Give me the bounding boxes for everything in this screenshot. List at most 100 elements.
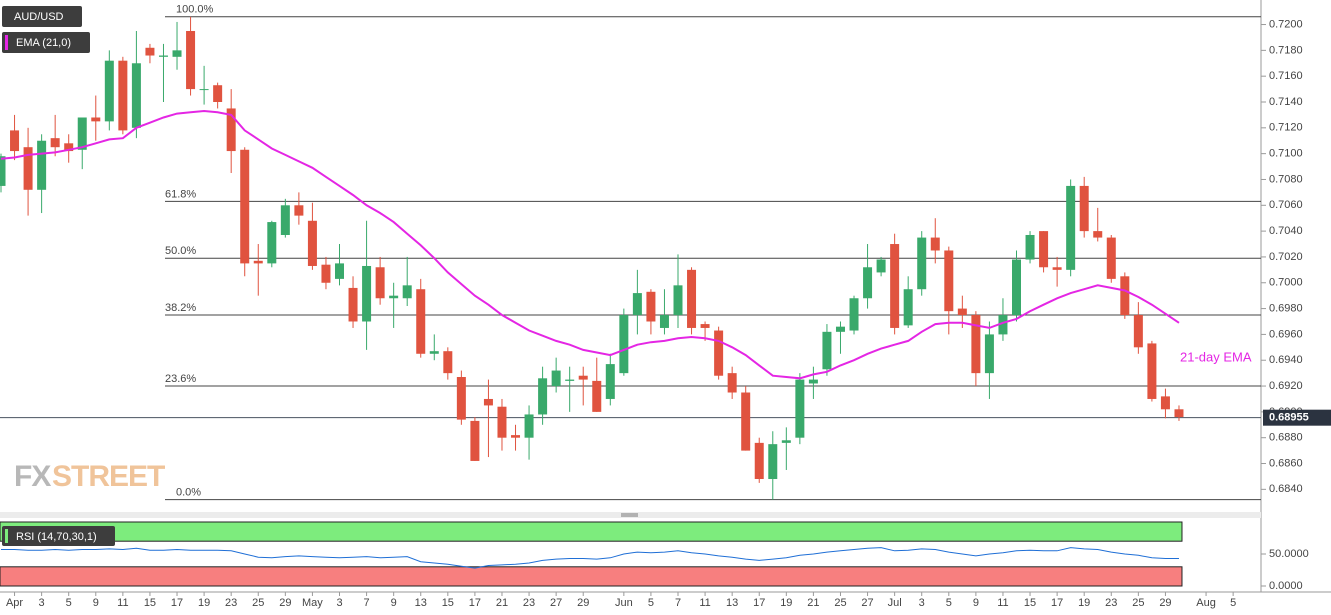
y-tick-label: 0.7140	[1269, 96, 1303, 108]
candle-body	[145, 47, 155, 56]
fib-label: 0.0%	[176, 487, 201, 499]
candle-body	[294, 205, 304, 216]
x-tick-label: 19	[780, 597, 792, 609]
panel-separator[interactable]	[0, 512, 1261, 518]
y-tick-label: 0.6920	[1269, 380, 1303, 392]
x-tick-label: Apr	[6, 597, 23, 609]
candle-body	[754, 442, 764, 480]
y-tick-label: 0.7020	[1269, 251, 1303, 263]
symbol-box-bg	[2, 6, 82, 27]
candle-body	[443, 351, 453, 374]
candle-body	[808, 379, 818, 384]
candle-body	[1052, 267, 1062, 270]
fib-label: 50.0%	[165, 245, 196, 257]
x-tick-label: 23	[523, 597, 535, 609]
candle-body	[768, 444, 778, 480]
x-tick-label: 27	[861, 597, 873, 609]
candle-body	[91, 117, 101, 122]
candle-body	[1106, 237, 1116, 279]
candle-body	[849, 298, 859, 331]
candle-body	[1093, 231, 1103, 238]
candle-body	[700, 324, 710, 328]
ema-annotation: 21-day EMA	[1180, 349, 1252, 364]
candle-body	[592, 380, 602, 412]
x-tick-label: 29	[1159, 597, 1171, 609]
plot-layer: Apr 3 5 9 11 15 17 19 23 25 29 May 3 7 9 13 15 17 21 23 27 29…	[0, 4, 1331, 609]
fib-label: 23.6%	[165, 373, 196, 385]
candle-body	[984, 334, 994, 374]
fib-label: 38.2%	[165, 302, 196, 314]
candle-body	[957, 308, 967, 316]
candle-body	[375, 267, 385, 299]
candle-body	[199, 89, 209, 91]
rsi-line	[1, 547, 1179, 569]
x-tick-label: 21	[807, 597, 819, 609]
x-tick-label: 3	[39, 597, 45, 609]
candle-body	[77, 117, 87, 150]
ema-line	[0, 109, 1180, 380]
candle-body	[565, 379, 575, 381]
candle-body	[903, 289, 913, 326]
rsi-label: RSI (14,70,30,1)	[16, 531, 97, 543]
candle-body	[822, 331, 832, 370]
candle-body	[1133, 315, 1143, 348]
candle-body	[23, 147, 33, 190]
x-tick-label: 15	[144, 597, 156, 609]
x-tick-label: 15	[1024, 597, 1036, 609]
y-tick-label: 0.7060	[1269, 199, 1303, 211]
fib-label: 61.8%	[165, 188, 196, 200]
candle-body	[863, 267, 873, 299]
candle-body	[172, 50, 182, 57]
candle-body	[632, 293, 642, 316]
candle-body	[226, 108, 236, 152]
candle-body	[998, 315, 1008, 335]
x-tick-label: 27	[550, 597, 562, 609]
candle-body	[930, 237, 940, 251]
indicator-box-bg	[2, 32, 90, 53]
candle-body	[1120, 276, 1130, 316]
x-tick-label: Aug	[1196, 597, 1216, 609]
candle-body	[578, 375, 588, 380]
x-tick-label: 5	[66, 597, 72, 609]
candle-body	[37, 140, 47, 190]
y-tick-label: 0.7120	[1269, 122, 1303, 134]
candle-body	[470, 420, 480, 461]
rsi-overbought-band	[0, 521, 1183, 542]
separator-grip[interactable]	[621, 513, 638, 517]
candle-body	[402, 285, 412, 299]
rsi-label-box	[2, 526, 115, 546]
candle-body	[0, 156, 6, 186]
last-price-label: 0.68955	[1269, 412, 1309, 424]
candle-body	[714, 330, 724, 376]
y-tick-label: 0.7100	[1269, 148, 1303, 160]
candle-body	[348, 287, 358, 322]
y-tick-label: 0.7080	[1269, 173, 1303, 185]
candle-body	[321, 264, 331, 283]
x-tick-label: 5	[946, 597, 952, 609]
indicator-swatch	[5, 35, 8, 50]
y-tick-label: 0.6980	[1269, 302, 1303, 314]
y-tick-label: 0.7040	[1269, 225, 1303, 237]
y-tick-label: 0.7000	[1269, 277, 1303, 289]
x-tick-label: 13	[415, 597, 427, 609]
x-tick-label: 9	[391, 597, 397, 609]
y-tick-label: 0.7180	[1269, 44, 1303, 56]
candle-body	[497, 406, 507, 438]
candle-body	[524, 414, 534, 438]
x-tick-label: 5	[648, 597, 654, 609]
candle-body	[64, 143, 74, 152]
candle-body	[335, 263, 344, 279]
candle-body	[1039, 231, 1049, 268]
x-tick-label: 5	[1230, 597, 1236, 609]
x-tick-label: May	[302, 597, 323, 609]
candle-body	[10, 130, 20, 152]
x-tick-label: 13	[726, 597, 738, 609]
x-tick-label: 7	[675, 597, 681, 609]
x-tick-label: 17	[469, 597, 481, 609]
candle-body	[835, 326, 845, 332]
x-tick-label: 11	[699, 597, 710, 609]
x-tick-label: 25	[252, 597, 264, 609]
candle-body	[253, 260, 263, 264]
x-tick-label: 29	[279, 597, 291, 609]
candle-body	[727, 373, 737, 393]
